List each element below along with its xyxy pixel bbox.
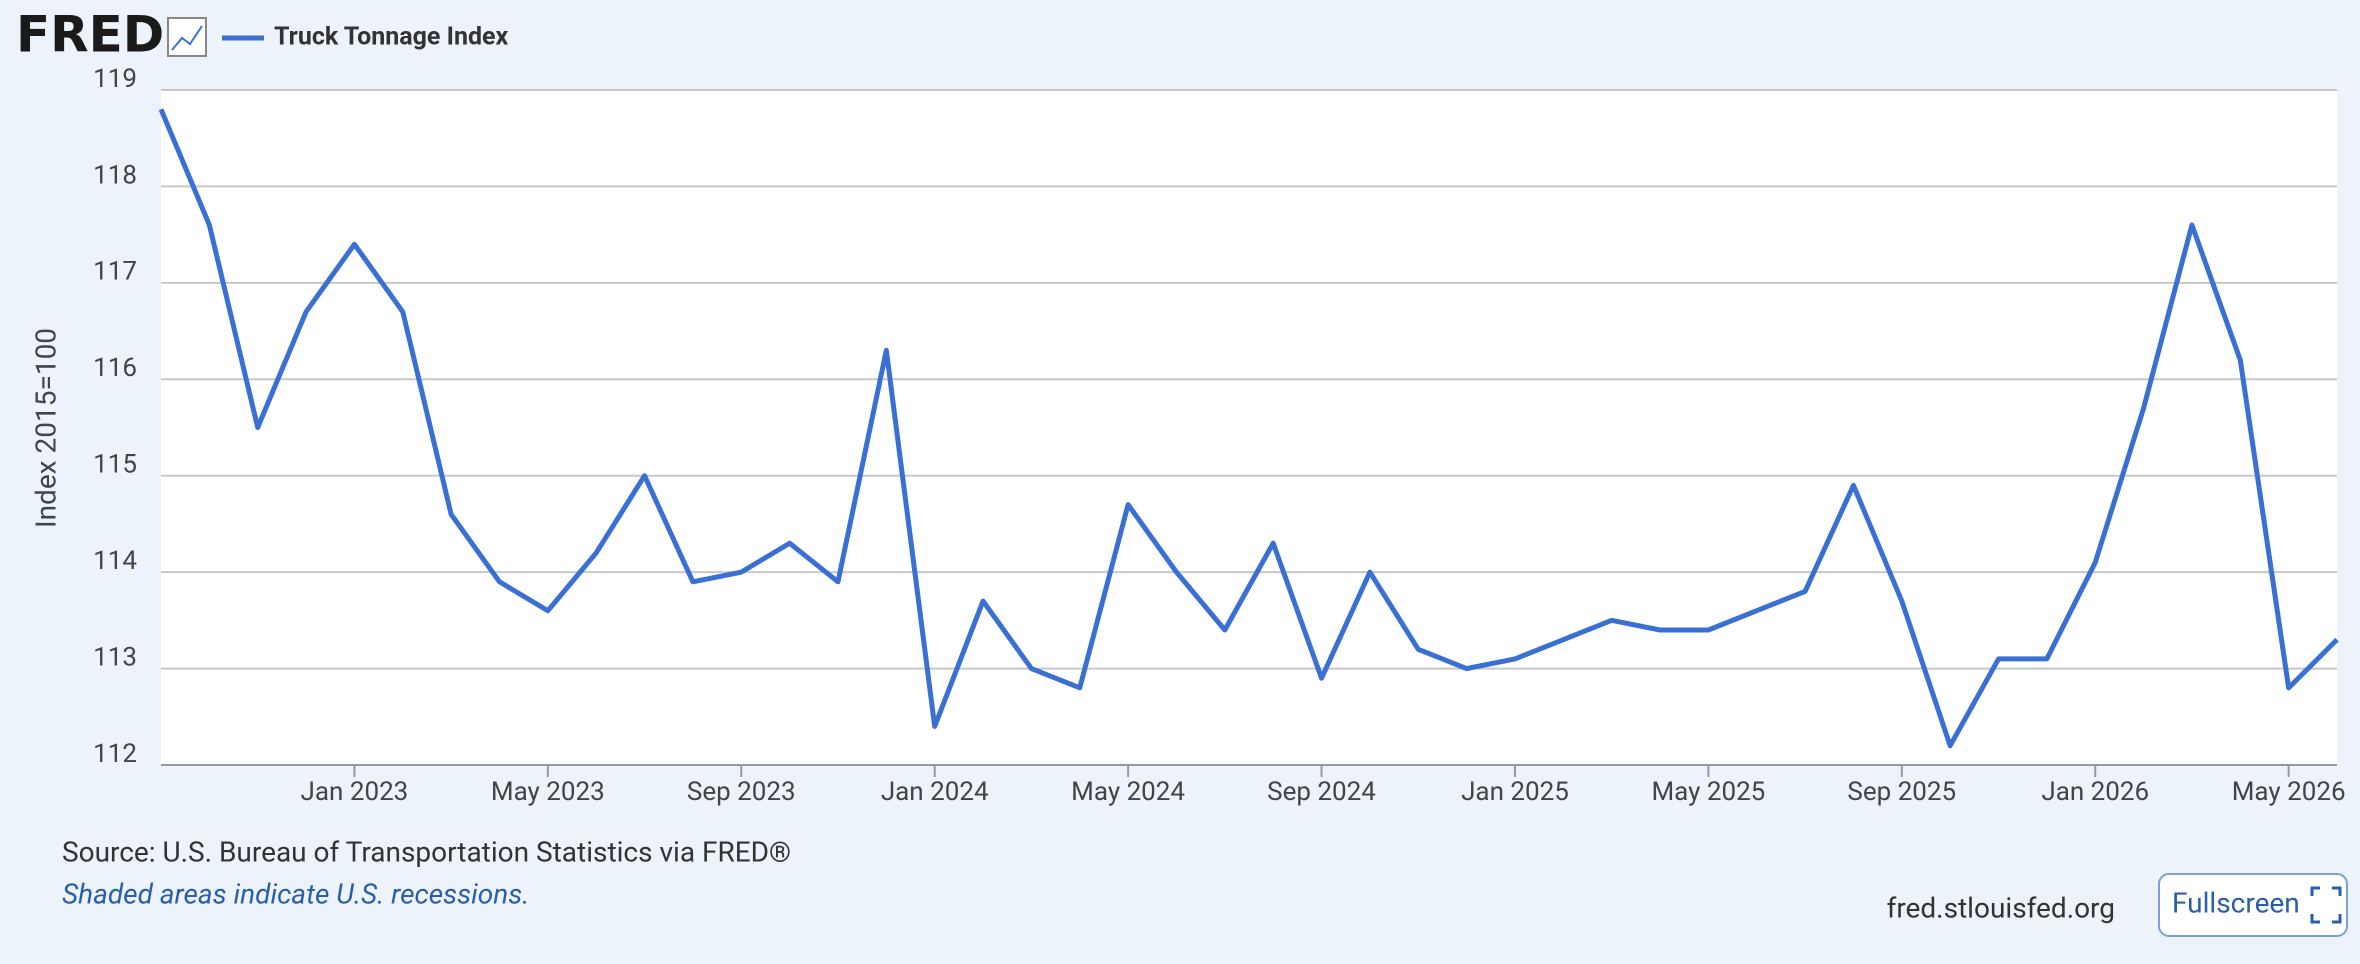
logo: FRED	[16, 6, 164, 64]
y-tick-label: 119	[93, 64, 137, 94]
legend-label: Truck Tonnage Index	[274, 23, 509, 52]
plot-area	[161, 90, 2337, 765]
x-tick-label: Jan 2026	[2041, 777, 2149, 807]
x-tick-label: May 2026	[2232, 777, 2346, 807]
y-tick-label: 118	[93, 160, 137, 190]
x-tick-label: Sep 2023	[687, 777, 796, 807]
source: Source: U.S. Bureau of Transportation St…	[62, 835, 791, 868]
x-tick-label: Sep 2025	[1847, 777, 1956, 807]
y-tick-label: 115	[93, 450, 137, 480]
fullscreen-label[interactable]: Fullscreen	[2172, 886, 2300, 919]
y-tick-label: 116	[93, 353, 137, 383]
x-tick-label: Jan 2025	[1461, 777, 1569, 807]
logo-icon	[167, 17, 207, 57]
fullscreen-button[interactable]: Fullscreen	[2158, 873, 2348, 937]
y-tick-label: 112	[93, 739, 137, 769]
y-tick-label: 113	[93, 642, 137, 672]
data-line	[158, 108, 2339, 749]
y-axis-label: Index 2015=100	[29, 328, 62, 528]
x-tick-label: May 2024	[1071, 777, 1185, 807]
x-tick-label: May 2025	[1651, 777, 1765, 807]
x-tick-label: Jan 2023	[301, 777, 409, 807]
x-tick-label: May 2023	[491, 777, 605, 807]
y-tick-label: 114	[93, 546, 137, 576]
site-link: fred.stlouisfed.org	[1887, 891, 2115, 924]
y-tick-label: 117	[93, 257, 137, 287]
note: Shaded areas indicate U.S. recessions.	[62, 877, 529, 910]
x-tick-label: Sep 2024	[1267, 777, 1376, 807]
x-tick-label: Jan 2024	[881, 777, 989, 807]
